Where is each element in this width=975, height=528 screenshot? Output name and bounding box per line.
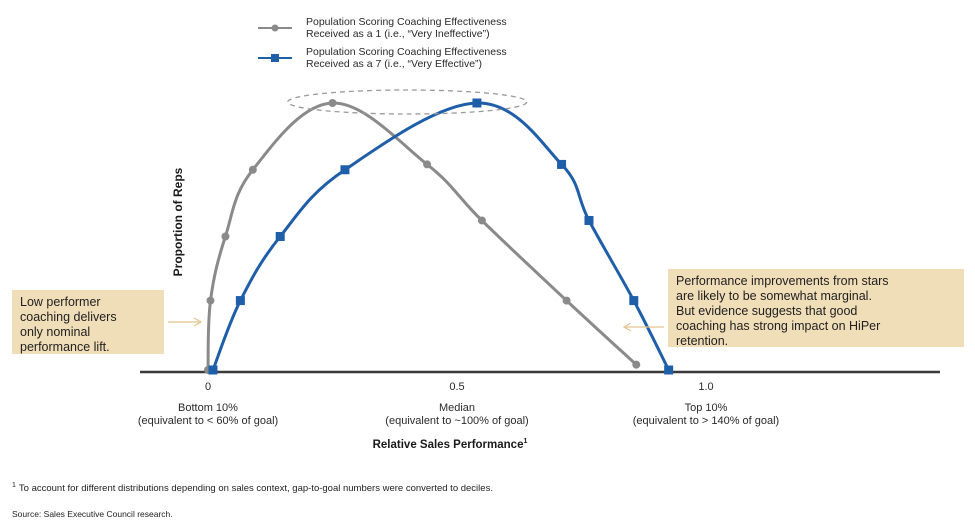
x-tick-sublabel: (equivalent to < 60% of goal): [138, 415, 278, 427]
legend-label: Received as a 7 (i.e., “Very Effective”): [306, 58, 482, 70]
source-note: Source: Sales Executive Council research…: [12, 509, 173, 519]
x-tick-label: 0.5: [449, 381, 464, 393]
legend-label: Population Scoring Coaching Effectivenes…: [306, 46, 507, 58]
x-tick-sublabel: Top 10%: [685, 402, 728, 414]
data-point-very-effective: [664, 365, 674, 375]
legend-label: Population Scoring Coaching Effectivenes…: [306, 16, 507, 28]
y-axis-label: Proportion of Reps: [171, 167, 185, 276]
callout-star-performer: Performance improvements from stars are …: [668, 269, 964, 348]
x-axis-label: Relative Sales Performance1: [373, 438, 528, 451]
peak-highlight-ellipse: [287, 89, 528, 115]
data-point-very-ineffective: [206, 296, 215, 305]
data-point-very-ineffective: [248, 165, 257, 174]
data-point-very-effective: [629, 296, 639, 306]
footnote: 1 To account for different distributions …: [12, 482, 493, 494]
callout-left-line: coaching delivers: [20, 310, 117, 324]
x-tick-label: 1.0: [698, 381, 713, 393]
callout-left-arrowhead: [193, 317, 203, 327]
callout-left-line: performance lift.: [20, 340, 110, 354]
data-point-very-effective: [235, 296, 245, 306]
data-point-very-effective: [472, 98, 482, 108]
x-tick-sublabel: (equivalent to ~100% of goal): [385, 415, 528, 427]
callout-right-line: retention.: [676, 334, 729, 348]
callout-right-line: are likely to be somewhat marginal.: [676, 289, 872, 303]
data-point-very-ineffective: [562, 296, 571, 305]
callout-right-line: But evidence suggests that good: [676, 304, 858, 318]
callout-right-arrowhead: [622, 322, 632, 332]
data-point-very-effective: [275, 232, 285, 241]
callout-right-line: coaching has strong impact on HiPer: [676, 319, 881, 333]
data-point-very-ineffective: [423, 160, 432, 169]
x-tick-label: 0: [205, 381, 211, 393]
data-point-very-effective: [340, 165, 350, 175]
data-point-very-effective: [584, 215, 594, 225]
x-tick-sublabel: Bottom 10%: [178, 402, 238, 414]
data-point-very-ineffective: [328, 99, 337, 107]
callout-right-line: Performance improvements from stars: [676, 274, 889, 288]
series-very-ineffective-line: [206, 101, 638, 371]
footnote-text: To account for different distributions d…: [18, 483, 493, 495]
x-axis-label-footnote-mark: 1: [523, 438, 527, 445]
data-point-very-effective: [208, 365, 218, 375]
data-point-very-ineffective: [632, 360, 641, 369]
callout-left-line: Low performer: [20, 295, 101, 309]
legend-marker-square: [271, 54, 279, 62]
callout-low-performer: Low performer coaching delivers only nom…: [12, 290, 164, 354]
legend-label: Received as a 1 (i.e., “Very Ineffective…: [306, 28, 490, 40]
x-tick-sublabel: (equivalent to > 140% of goal): [633, 415, 779, 427]
legend-marker-circle: [271, 24, 279, 32]
data-point-very-ineffective: [221, 232, 230, 241]
data-point-very-effective: [557, 159, 567, 169]
x-tick-sublabel: Median: [439, 402, 475, 414]
footnote-mark: 1: [12, 482, 16, 489]
data-point-very-ineffective: [477, 216, 486, 225]
callout-left-line: only nominal: [20, 325, 91, 339]
